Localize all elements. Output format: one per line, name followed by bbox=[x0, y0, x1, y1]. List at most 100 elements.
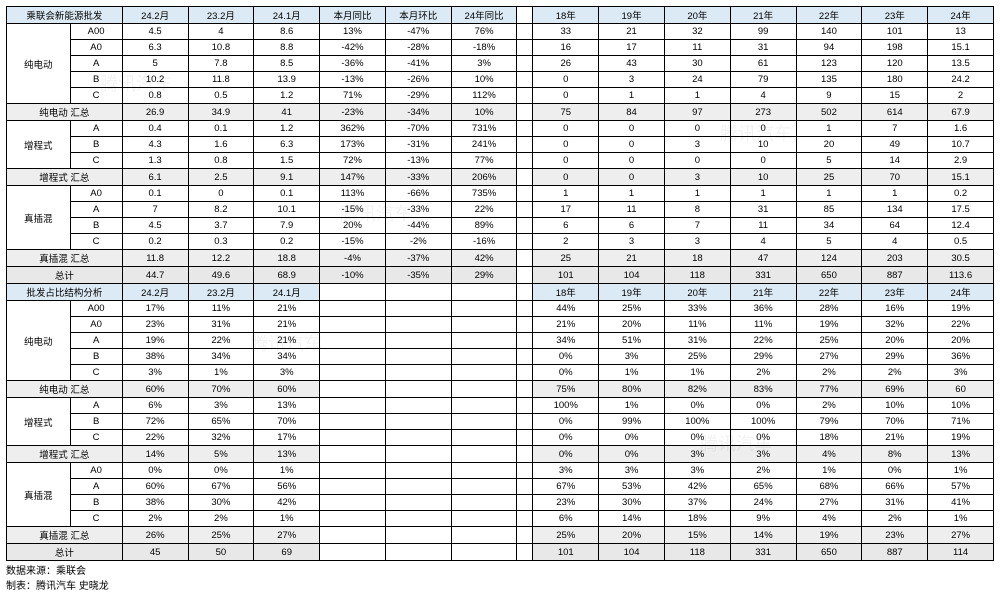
table-cell: 2% bbox=[188, 511, 254, 527]
table-cell bbox=[451, 398, 517, 414]
table-cell: 60% bbox=[254, 381, 320, 398]
table-cell: -37% bbox=[385, 250, 451, 267]
table-cell: 11 bbox=[664, 40, 730, 56]
table-cell: 真插混 汇总 bbox=[7, 250, 123, 267]
table-cell: 19% bbox=[796, 527, 862, 544]
table-cell: 362% bbox=[320, 121, 386, 137]
table-cell: 51% bbox=[599, 333, 665, 349]
table-cell bbox=[517, 202, 533, 218]
table-cell: 2.5 bbox=[188, 169, 254, 186]
table-cell: 增程式 bbox=[7, 121, 71, 169]
table-cell: 1.6 bbox=[188, 137, 254, 153]
table-cell: 70% bbox=[188, 381, 254, 398]
table-cell: -10% bbox=[320, 267, 386, 284]
table-cell: 34% bbox=[533, 333, 599, 349]
table-cell: 真插混 bbox=[7, 186, 71, 250]
table-cell: 1.2 bbox=[254, 88, 320, 104]
table-cell: 31% bbox=[862, 495, 928, 511]
table-cell: 1% bbox=[254, 463, 320, 479]
table-cell: 18% bbox=[664, 511, 730, 527]
table-cell: 50 bbox=[188, 544, 254, 561]
table-cell: 173% bbox=[320, 137, 386, 153]
table-cell: 0% bbox=[599, 430, 665, 446]
table-cell: 112% bbox=[451, 88, 517, 104]
table-cell: 75 bbox=[533, 104, 599, 121]
table-cell: 71% bbox=[320, 88, 386, 104]
table-cell: 23.2月 bbox=[188, 284, 254, 301]
table-cell bbox=[320, 527, 386, 544]
table-cell: 增程式 bbox=[7, 398, 71, 446]
table-cell: 1 bbox=[664, 186, 730, 202]
table-cell: C bbox=[70, 88, 122, 104]
table-cell bbox=[385, 527, 451, 544]
table-cell: 4.5 bbox=[122, 24, 188, 40]
table-cell: 5 bbox=[796, 234, 862, 250]
table-cell: 241% bbox=[451, 137, 517, 153]
table-cell: 0 bbox=[730, 121, 796, 137]
table-cell: 10% bbox=[862, 398, 928, 414]
table-cell bbox=[320, 446, 386, 463]
table-cell: 0 bbox=[188, 186, 254, 202]
table-cell: 21% bbox=[254, 301, 320, 317]
table-cell bbox=[385, 414, 451, 430]
table-cell: 0% bbox=[862, 463, 928, 479]
table-cell: 47 bbox=[730, 250, 796, 267]
table-cell: A00 bbox=[70, 24, 122, 40]
table-cell: 28% bbox=[796, 301, 862, 317]
table-cell: 21年 bbox=[730, 7, 796, 24]
table-cell: -15% bbox=[320, 234, 386, 250]
table-cell: 18.8 bbox=[254, 250, 320, 267]
table-cell: 34% bbox=[188, 349, 254, 365]
table-cell: 1 bbox=[599, 88, 665, 104]
table-cell: 3% bbox=[928, 365, 994, 381]
table-cell: 66% bbox=[862, 479, 928, 495]
table-cell: 76% bbox=[451, 24, 517, 40]
table-cell: 31 bbox=[730, 202, 796, 218]
table-cell: 12.2 bbox=[188, 250, 254, 267]
table-cell: 3% bbox=[664, 463, 730, 479]
table-cell: -28% bbox=[385, 40, 451, 56]
table-cell: -18% bbox=[451, 40, 517, 56]
table-cell: 60% bbox=[122, 381, 188, 398]
table-cell: 15% bbox=[664, 527, 730, 544]
table-cell: 37% bbox=[664, 495, 730, 511]
table-cell: 77% bbox=[796, 381, 862, 398]
table-cell: 25% bbox=[599, 301, 665, 317]
table-cell: 25 bbox=[796, 169, 862, 186]
table-cell bbox=[517, 430, 533, 446]
table-cell bbox=[451, 284, 517, 301]
table-cell: 32% bbox=[188, 430, 254, 446]
table-cell: -41% bbox=[385, 56, 451, 72]
table-cell: 9 bbox=[796, 88, 862, 104]
table-cell: 6% bbox=[122, 398, 188, 414]
table-cell bbox=[451, 430, 517, 446]
table-cell: 19% bbox=[122, 333, 188, 349]
table-cell: 31 bbox=[730, 40, 796, 56]
table-cell: 3% bbox=[188, 398, 254, 414]
table-cell bbox=[320, 301, 386, 317]
table-cell: 5 bbox=[796, 153, 862, 169]
table-cell: 68% bbox=[796, 479, 862, 495]
table-cell bbox=[320, 479, 386, 495]
table-cell: 23% bbox=[533, 495, 599, 511]
table-cell: 26 bbox=[533, 56, 599, 72]
table-cell: 31% bbox=[664, 333, 730, 349]
table-cell: 19年 bbox=[599, 7, 665, 24]
table-cell: 4 bbox=[730, 88, 796, 104]
table-cell: 24.2 bbox=[928, 72, 994, 88]
table-cell: 0.1 bbox=[254, 186, 320, 202]
table-cell: 25% bbox=[533, 527, 599, 544]
table-cell: 113.6 bbox=[928, 267, 994, 284]
main-table: 乘联会新能源批发24.2月23.2月24.1月本月同比本月环比24年同比18年1… bbox=[6, 6, 994, 561]
table-cell: 33% bbox=[664, 301, 730, 317]
table-cell bbox=[517, 349, 533, 365]
table-cell bbox=[320, 365, 386, 381]
table-cell: 14% bbox=[122, 446, 188, 463]
table-cell: 24.1月 bbox=[254, 7, 320, 24]
table-cell: 25% bbox=[664, 349, 730, 365]
table-cell: 33 bbox=[533, 24, 599, 40]
table-cell: -70% bbox=[385, 121, 451, 137]
table-cell: 123 bbox=[796, 56, 862, 72]
table-cell bbox=[451, 463, 517, 479]
table-cell: 100% bbox=[730, 414, 796, 430]
